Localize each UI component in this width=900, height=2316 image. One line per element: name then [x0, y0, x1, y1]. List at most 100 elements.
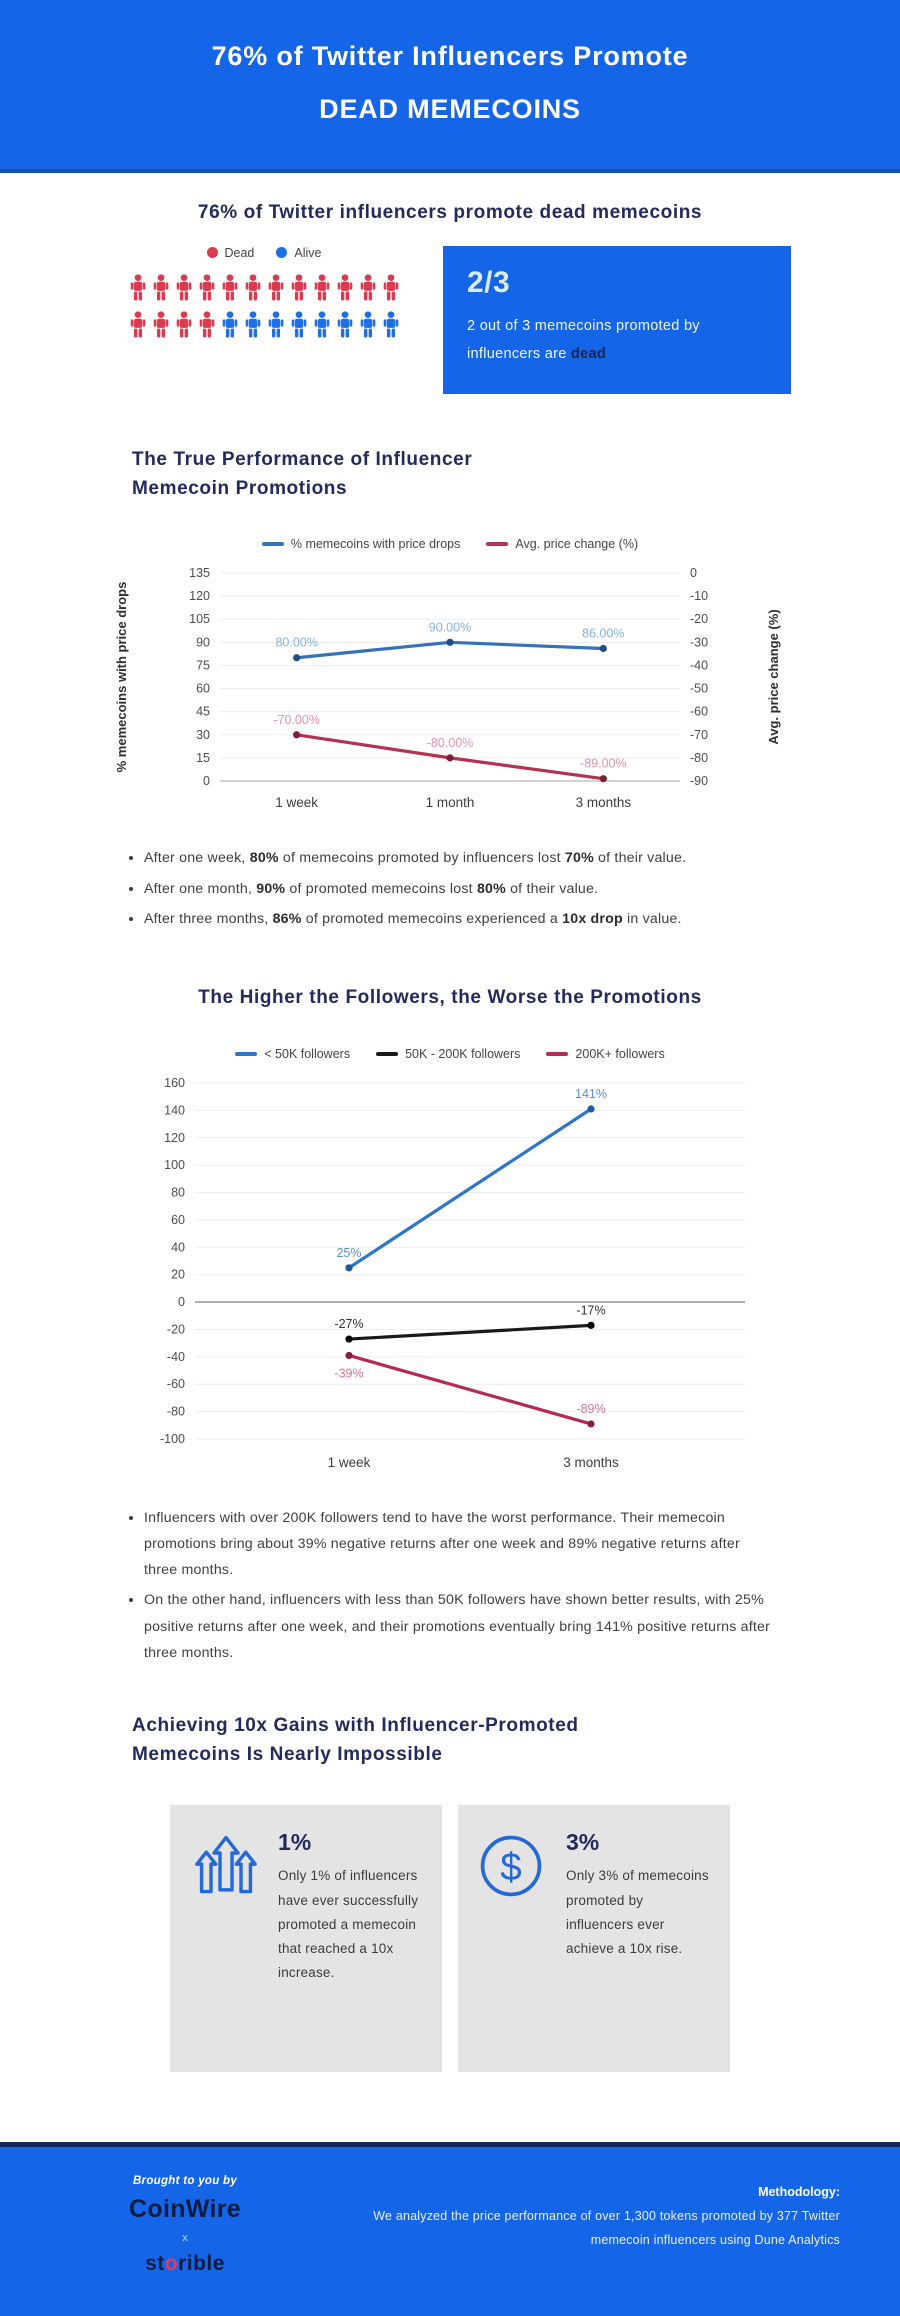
- callout-text: 2 out of 3 memecoins promoted by influen…: [467, 312, 767, 369]
- legend-item: 200K+ followers: [546, 1046, 665, 1061]
- collab-x-label: x: [182, 2232, 188, 2245]
- stat-cards: 1% Only 1% of influencers have ever succ…: [0, 1805, 900, 2073]
- brought-label: Brought to you by: [132, 2175, 238, 2188]
- svg-text:0: 0: [203, 774, 210, 788]
- card-icon-box: $: [478, 1829, 550, 1904]
- svg-text:-30: -30: [690, 636, 708, 650]
- person-dead-icon: [245, 274, 260, 301]
- svg-text:100: 100: [164, 1158, 185, 1172]
- performance-heading: The True Performance of Influencer Memec…: [132, 446, 772, 503]
- svg-text:% memecoins with price drops: % memecoins with price drops: [114, 582, 129, 773]
- svg-text:-100: -100: [160, 1432, 185, 1446]
- person-alive-icon: [360, 311, 375, 338]
- svg-text:45: 45: [196, 705, 210, 719]
- person-alive-icon: [291, 311, 306, 338]
- performance-bullets: After one week, 80% of memecoins promote…: [126, 845, 774, 932]
- svg-text:30: 30: [196, 728, 210, 742]
- svg-text:135: 135: [189, 566, 210, 580]
- person-alive-icon: [222, 311, 237, 338]
- person-dead-icon: [130, 311, 145, 338]
- bullet-item: After one week, 80% of memecoins promote…: [144, 845, 774, 871]
- legend-item: Dead: [206, 246, 254, 260]
- svg-text:Avg. price change (%): Avg. price change (%): [766, 610, 781, 745]
- card-body: 3% Only 3% of memecoins promoted by infl…: [566, 1829, 710, 1961]
- footer-methodology: Methodology: We analyzed the price perfo…: [310, 2175, 840, 2276]
- svg-text:3 months: 3 months: [563, 1455, 619, 1470]
- bullet-item: On the other hand, influencers with less…: [144, 1587, 774, 1666]
- svg-text:-80.00%: -80.00%: [427, 736, 474, 750]
- legend-swatch-icon: [486, 542, 509, 547]
- legend-item: Avg. price change (%): [486, 537, 638, 551]
- svg-text:-70.00%: -70.00%: [273, 713, 320, 727]
- person-alive-icon: [268, 311, 283, 338]
- svg-text:-20: -20: [167, 1322, 185, 1336]
- legend-item: Alive: [276, 246, 321, 260]
- svg-text:15: 15: [196, 751, 210, 765]
- svg-text:-80: -80: [167, 1404, 185, 1418]
- person-alive-icon: [383, 311, 398, 338]
- person-dead-icon: [383, 274, 398, 301]
- person-dead-icon: [176, 311, 191, 338]
- pictogram-column: Dead Alive: [109, 246, 419, 338]
- svg-text:1 month: 1 month: [426, 795, 475, 810]
- svg-text:1 week: 1 week: [328, 1455, 371, 1470]
- person-alive-icon: [314, 311, 329, 338]
- svg-text:-89.00%: -89.00%: [580, 757, 627, 771]
- svg-text:80.00%: 80.00%: [275, 636, 317, 650]
- intro-section: 76% of Twitter influencers promote dead …: [0, 173, 900, 395]
- callout-text-body: 2 out of 3 memecoins promoted by influen…: [467, 317, 700, 363]
- gains-section: Achieving 10x Gains with Influencer-Prom…: [0, 1712, 900, 2073]
- svg-text:-50: -50: [690, 682, 708, 696]
- stat-card: 1% Only 1% of influencers have ever succ…: [170, 1805, 442, 2073]
- coinwire-logo: CoinWire: [129, 2195, 241, 2224]
- person-dead-icon: [199, 311, 214, 338]
- svg-text:-70: -70: [690, 728, 708, 742]
- main-title-line2: DEAD MEMECOINS: [319, 93, 581, 124]
- pictogram-row: [109, 274, 419, 301]
- performance-heading-line2: Memecoin Promotions: [132, 477, 348, 499]
- person-dead-icon: [360, 274, 375, 301]
- person-dead-icon: [222, 274, 237, 301]
- svg-text:-80: -80: [690, 751, 708, 765]
- legend-label: 50K - 200K followers: [405, 1046, 521, 1061]
- svg-text:90.00%: 90.00%: [429, 621, 471, 635]
- card-stat: 1%: [278, 1829, 312, 1856]
- legend-swatch-icon: [546, 1051, 569, 1056]
- card-stat: 3%: [566, 1829, 600, 1856]
- legend-swatch-icon: [235, 1051, 258, 1056]
- person-dead-icon: [291, 274, 306, 301]
- legend-label: % memecoins with price drops: [290, 537, 461, 552]
- card-body: 1% Only 1% of influencers have ever succ…: [278, 1829, 422, 1985]
- content-area: 76% of Twitter influencers promote dead …: [0, 173, 900, 2108]
- person-dead-icon: [268, 274, 283, 301]
- dollar-circle-icon: $: [480, 1835, 542, 1897]
- legend-label: 200K+ followers: [575, 1046, 665, 1061]
- followers-section: The Higher the Followers, the Worse the …: [0, 984, 900, 1666]
- person-dead-icon: [337, 274, 352, 301]
- performance-heading-line1: The True Performance of Influencer: [132, 449, 473, 471]
- svg-text:-90: -90: [690, 774, 708, 788]
- svg-text:75: 75: [196, 659, 210, 673]
- footer-banner: Brought to you by CoinWire x storible Me…: [0, 2142, 900, 2316]
- intro-heading: 76% of Twitter influencers promote dead …: [197, 202, 703, 224]
- stat-card: $ 3% Only 3% of memecoins promoted by in…: [458, 1805, 730, 2073]
- followers-chart-legend: < 50K followers 50K - 200K followers 200…: [0, 1047, 900, 1061]
- callout-stat: 2/3: [467, 265, 511, 299]
- person-alive-icon: [245, 311, 260, 338]
- legend-swatch-icon: [276, 247, 288, 259]
- followers-bullets: Influencers with over 200K followers ten…: [126, 1505, 774, 1667]
- svg-text:60: 60: [171, 1213, 185, 1227]
- storible-accent: o: [164, 2252, 179, 2276]
- performance-chart-legend: % memecoins with price drops Avg. price …: [0, 537, 900, 551]
- svg-text:40: 40: [171, 1240, 185, 1254]
- person-dead-icon: [153, 311, 168, 338]
- callout-box: 2/3 2 out of 3 memecoins promoted by inf…: [443, 245, 791, 395]
- footer-brands: Brought to you by CoinWire x storible: [60, 2175, 310, 2276]
- legend-label: Alive: [294, 245, 322, 260]
- svg-text:-20: -20: [690, 613, 708, 627]
- storible-logo: storible: [145, 2252, 225, 2276]
- header-banner: 76% of Twitter Influencers Promote DEAD …: [0, 0, 900, 174]
- svg-text:0: 0: [178, 1295, 185, 1309]
- legend-item: % memecoins with price drops: [261, 537, 461, 552]
